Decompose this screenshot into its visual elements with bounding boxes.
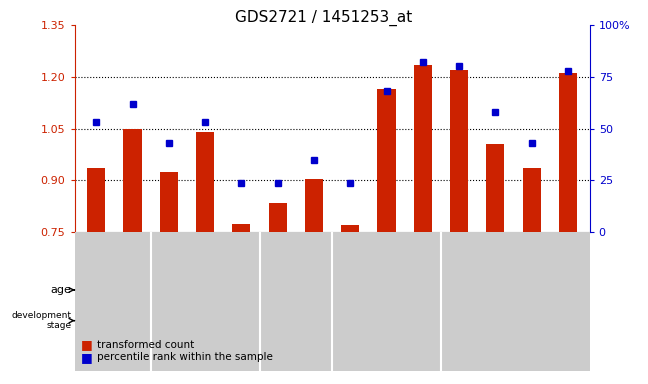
Bar [559,73,577,232]
Bar [522,169,540,232]
Text: ■: ■ [81,351,93,364]
Bar [441,275,586,305]
Text: age: age [51,285,71,295]
Bar [377,89,395,232]
Bar [450,70,468,232]
Text: pre-puberty: pre-puberty [82,316,147,326]
Bar [87,169,106,232]
Text: 7 wk: 7 wk [500,285,527,295]
Bar [413,65,432,232]
Text: 5 wk: 5 wk [283,285,309,295]
Bar [260,275,332,305]
Text: transformed count: transformed count [97,340,194,350]
Bar [441,306,586,335]
Bar [233,224,251,232]
Text: puberty: puberty [274,316,318,326]
Bar [269,203,287,232]
Bar [341,225,359,232]
Bar [124,129,142,232]
Bar [78,275,151,305]
Bar [332,275,441,305]
Text: post-puberty: post-puberty [478,316,550,326]
Bar [151,275,260,305]
Text: development
stage: development stage [11,311,71,330]
Text: ■: ■ [81,338,93,351]
Text: 6 wk: 6 wk [373,285,400,295]
Bar [196,132,214,232]
Bar [160,172,178,232]
Bar [78,306,151,335]
Bar [486,144,504,232]
Bar [151,306,441,335]
Text: percentile rank within the sample: percentile rank within the sample [97,352,273,362]
Text: 4 wk: 4 wk [192,285,218,295]
Text: 3 wk: 3 wk [101,285,128,295]
Bar [305,179,323,232]
Text: GDS2721 / 1451253_at: GDS2721 / 1451253_at [235,10,413,26]
